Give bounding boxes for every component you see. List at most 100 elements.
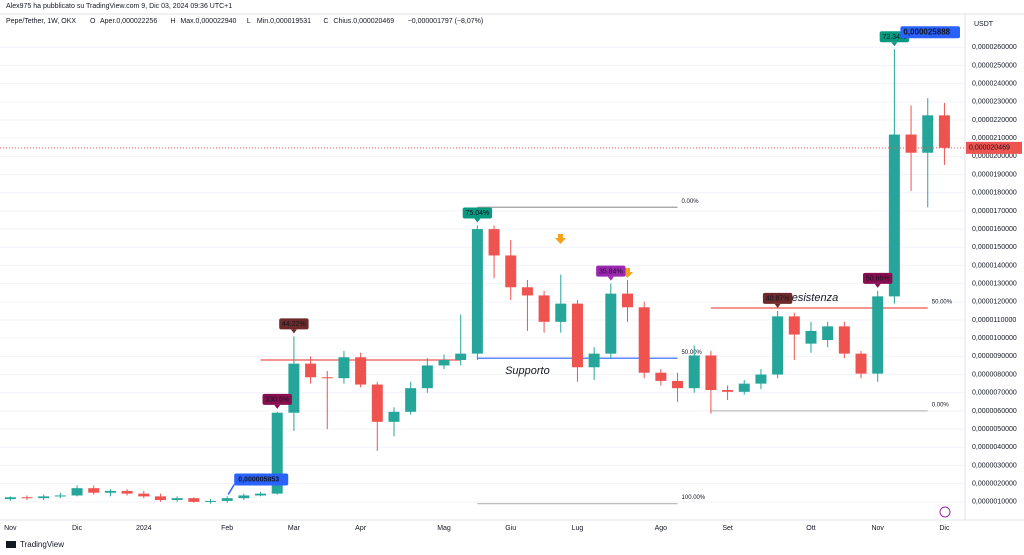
y-tick-label: 0,0000200000: [972, 153, 1017, 160]
y-tick-label: 0,0000160000: [972, 226, 1017, 233]
legend-value: Min.0,000019531: [257, 18, 311, 25]
x-tick-label: Nov: [871, 525, 884, 532]
x-tick-label: Dic: [939, 525, 950, 532]
indicator-icon: [939, 506, 951, 518]
annotation-label: 72.34%: [883, 34, 907, 41]
candle-body: [188, 498, 200, 502]
x-tick-label: Ott: [806, 525, 815, 532]
candle-body: [104, 490, 116, 493]
high-tag: [900, 26, 960, 39]
candle-body: [738, 383, 750, 392]
y-tick-label: 0,0000180000: [972, 190, 1017, 197]
signal-arrow: [555, 234, 633, 278]
y-tick-label: 0,0000040000: [972, 444, 1017, 451]
x-tick-label: 2024: [136, 525, 152, 532]
fib-label: 100.00%: [682, 495, 706, 501]
high-label: 0,000025888: [903, 27, 950, 36]
candle-body: [872, 296, 884, 374]
annotation-pointer: [774, 303, 781, 308]
candle-body: [171, 498, 183, 500]
brand-logo: [6, 541, 16, 548]
candle-body: [505, 255, 517, 288]
candle-body: [21, 497, 33, 499]
candle-body: [538, 295, 550, 322]
fib-label: 0.00%: [682, 199, 700, 205]
candle-body: [388, 411, 400, 422]
annotation-box: [262, 393, 292, 405]
candle-body: [605, 293, 617, 354]
currency: USDT: [974, 21, 994, 28]
ohlc-legend: O Aper.0,000022256 H Max.0,000022940 L Min.0,…: [90, 18, 483, 25]
annotation-pointer: [474, 218, 481, 223]
y-tick-label: 0,0000230000: [972, 99, 1017, 106]
y-tick-label: 0,0000140000: [972, 262, 1017, 269]
symbol: Pepe/Tether, 1W, OKX: [6, 18, 76, 25]
candle-body: [655, 372, 667, 381]
candle-body: [722, 390, 734, 392]
candle-body: [622, 293, 633, 308]
candle-body: [221, 498, 233, 501]
annotation-label: 50.66%: [866, 276, 890, 283]
y-tick-label: 0,0000190000: [972, 171, 1017, 178]
y-tick-label: 0,0000240000: [972, 80, 1017, 87]
candle-body: [355, 357, 367, 385]
y-tick-label: 0,0000050000: [972, 426, 1017, 433]
candle-body: [205, 500, 216, 502]
brand: TradingView: [20, 540, 64, 549]
y-tick-label: 0,0000010000: [972, 499, 1017, 506]
annotation-pointer: [891, 42, 898, 47]
y-tick-label: 0,0000090000: [972, 353, 1017, 360]
drawing-text: Supporto: [505, 365, 550, 377]
annotation-pointer: [874, 283, 881, 288]
y-tick-label: 0,0000080000: [972, 371, 1017, 378]
candle-body: [371, 384, 383, 422]
drawing-text: Resistenza: [784, 292, 838, 304]
low-pointer: [227, 484, 235, 495]
candle-body: [138, 493, 150, 497]
candle-body: [905, 134, 917, 153]
candle-body: [838, 326, 850, 354]
legend-change: −0,000001797 (−8,07%): [408, 18, 484, 25]
legend-key: H: [170, 18, 175, 25]
annotation-pointer: [274, 404, 281, 409]
candle-body: [338, 357, 350, 379]
legend-value: Aper.0,000022256: [100, 18, 157, 25]
candle-body: [772, 316, 784, 375]
candle-body: [54, 495, 66, 497]
candle-body: [255, 493, 267, 496]
low-label: 0,000005853: [238, 476, 279, 483]
annotation-label: 35.84%: [599, 268, 623, 275]
annotation-box: [279, 318, 309, 330]
y-tick-label: 0,0000210000: [972, 135, 1017, 142]
candle-body: [805, 330, 817, 344]
low-tag: [234, 473, 289, 486]
candle-body: [121, 490, 133, 494]
x-tick-label: Mar: [288, 525, 301, 532]
candle-body: [555, 303, 567, 322]
candle-body: [688, 355, 700, 389]
candle-body: [154, 496, 166, 500]
candle-body: [521, 287, 533, 296]
candle-body: [38, 496, 50, 499]
annotation-box: [762, 292, 793, 304]
candle-body: [488, 229, 500, 256]
y-tick-label: 0,0000030000: [972, 462, 1017, 469]
y-tick-label: 0,0000070000: [972, 390, 1017, 397]
candle-body: [705, 355, 717, 390]
legend-key: C: [323, 18, 328, 25]
y-tick-label: 0,0000250000: [972, 62, 1017, 69]
legend-key: L: [247, 18, 251, 25]
candle-body: [421, 365, 433, 389]
candle-body: [755, 374, 767, 384]
annotation-box: [863, 272, 893, 284]
annotation-pointer: [607, 276, 614, 281]
candle-body: [438, 360, 450, 366]
annotation-box: [462, 207, 493, 219]
y-tick-label: 0,0000220000: [972, 117, 1017, 124]
annotation-label: 330.6%: [265, 396, 289, 403]
candle-body: [321, 377, 333, 379]
x-tick-label: Giu: [505, 525, 516, 532]
x-tick-label: Set: [722, 525, 733, 532]
annotation-box: [596, 265, 626, 277]
candle-body: [238, 495, 250, 499]
